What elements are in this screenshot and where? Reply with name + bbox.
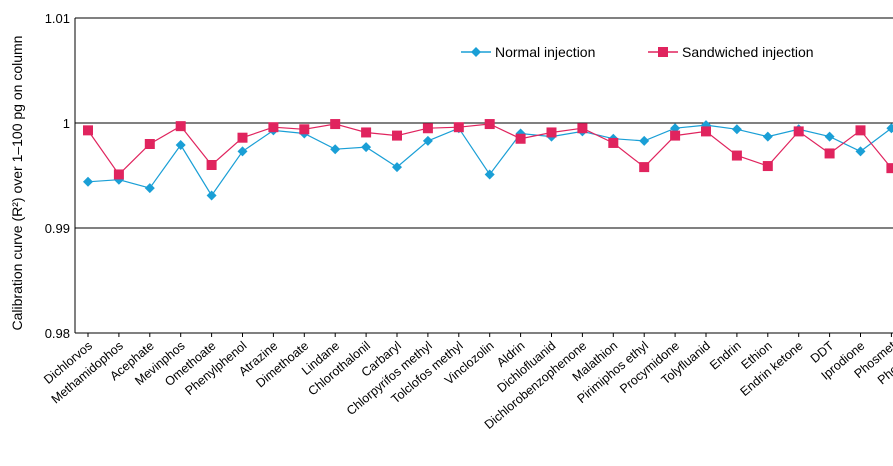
data-point	[855, 125, 866, 136]
data-point	[206, 160, 217, 170]
axis-layer: 0.980.9911.01DichlorvosMethamidophosAcep…	[41, 11, 893, 432]
y-tick-label: 1.01	[45, 11, 70, 26]
y-tick-label: 1	[63, 116, 70, 131]
data-point	[484, 119, 495, 130]
data-point	[268, 122, 279, 133]
data-point	[639, 162, 650, 173]
grid-layer	[75, 17, 893, 229]
data-point	[422, 135, 433, 146]
legend-label: Normal injection	[495, 44, 595, 60]
data-point	[361, 127, 372, 138]
legend-label: Sandwiched injection	[682, 44, 814, 60]
data-point	[113, 169, 124, 180]
data-point	[237, 146, 248, 157]
legend-marker	[658, 47, 668, 57]
data-point	[299, 124, 310, 135]
legend-marker	[471, 47, 481, 57]
y-tick-label: 0.98	[45, 326, 70, 341]
x-tick-label: Endrin	[707, 339, 744, 373]
data-point	[144, 139, 155, 149]
data-point	[577, 123, 588, 134]
data-point	[330, 144, 341, 155]
data-point	[731, 124, 742, 135]
data-point	[453, 122, 464, 133]
data-point	[144, 183, 155, 194]
data-point	[886, 123, 893, 134]
data-point	[83, 176, 93, 187]
data-point	[731, 150, 742, 161]
data-point	[855, 146, 866, 157]
data-point	[361, 142, 372, 153]
data-point	[515, 133, 526, 144]
data-point	[175, 140, 186, 151]
data-point	[701, 120, 711, 131]
data-point	[392, 162, 402, 173]
data-point	[670, 130, 681, 141]
data-point	[206, 190, 217, 201]
data-point	[175, 121, 186, 132]
y-tick-label: 0.99	[45, 221, 70, 236]
legend: Normal injection Sandwiched injection	[461, 44, 814, 60]
data-point	[824, 131, 835, 142]
data-point	[639, 135, 650, 146]
data-point	[392, 130, 402, 141]
data-point	[237, 132, 248, 143]
data-point	[762, 161, 773, 172]
data-point	[422, 123, 433, 134]
series-layer	[83, 119, 893, 201]
data-point	[484, 169, 495, 180]
data-point	[762, 131, 773, 142]
data-point	[793, 126, 804, 137]
data-point	[83, 125, 93, 136]
data-point	[886, 163, 893, 174]
data-point	[824, 148, 835, 159]
data-point	[546, 127, 557, 138]
data-point	[330, 119, 341, 130]
y-axis-label: Calibration curve (R²) over 1–100 pg on …	[9, 36, 25, 331]
data-point	[608, 137, 619, 148]
data-point	[701, 126, 711, 137]
